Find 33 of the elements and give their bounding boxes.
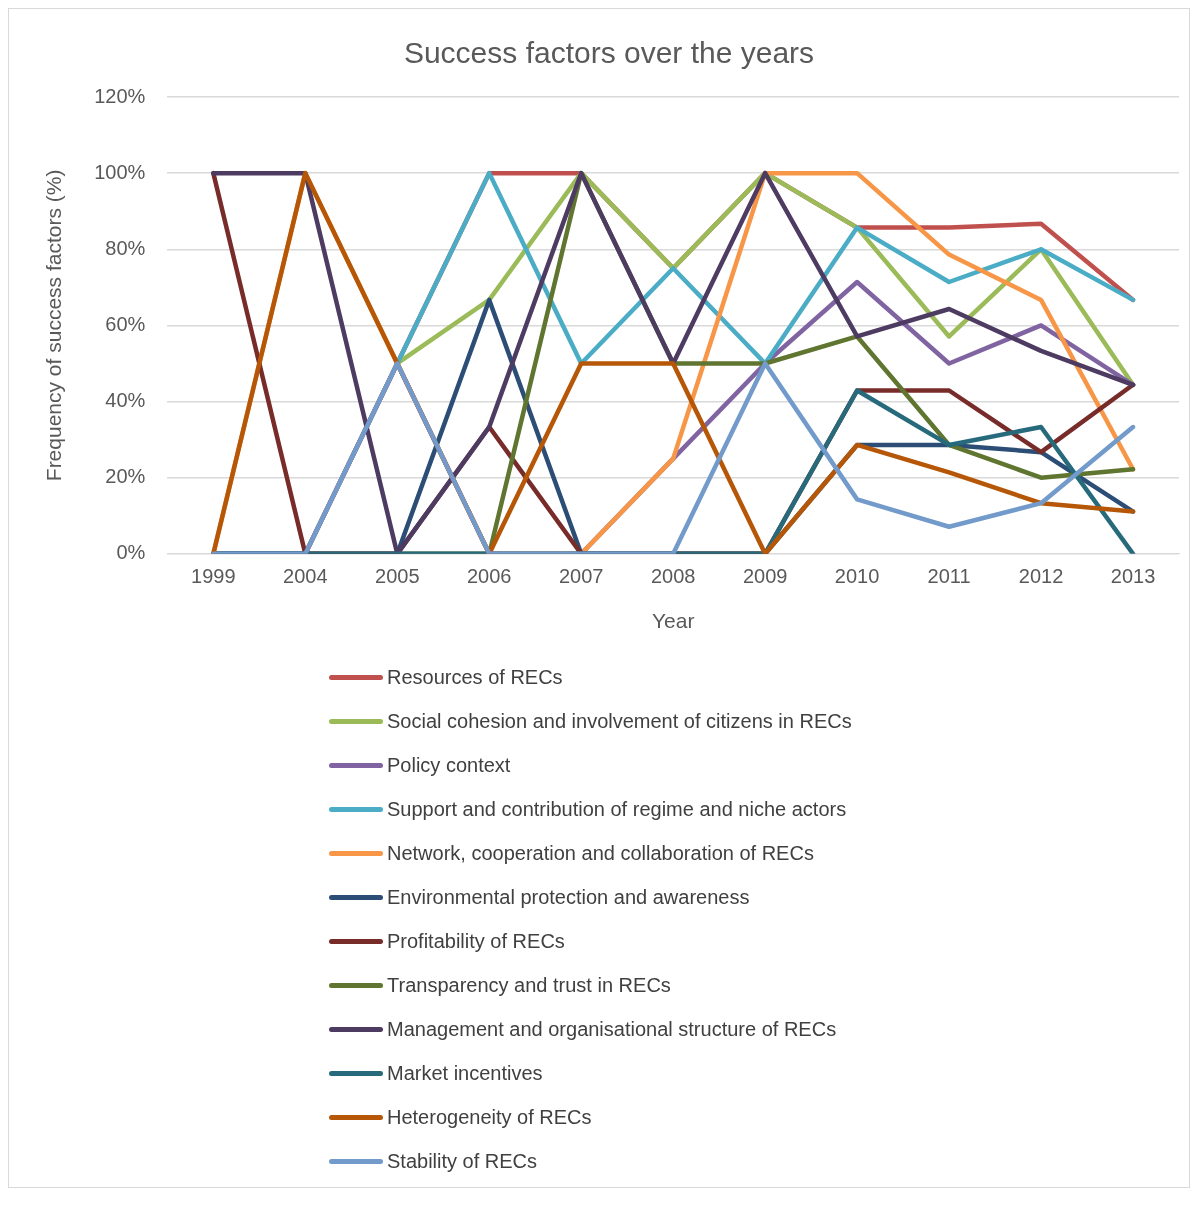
- x-tick-label: 2011: [927, 565, 971, 588]
- x-tick-label: 2009: [742, 565, 788, 588]
- chart-title: Success factors over the years: [403, 36, 815, 70]
- legend-label: Resources of RECs: [387, 665, 563, 689]
- y-axis-title: Frequency of success factors (%): [42, 169, 66, 482]
- legend-label: Heterogeneity of RECs: [387, 1105, 592, 1129]
- legend-label: Policy context: [387, 753, 511, 777]
- y-tick-label: 80%: [105, 236, 146, 259]
- x-tick-label: 2012: [1018, 565, 1064, 588]
- legend-label: Social cohesion and involvement of citizens in RECs: [387, 709, 852, 733]
- x-tick-label: 2010: [834, 565, 880, 588]
- x-tick-label: 2007: [558, 565, 604, 588]
- legend-label: Profitability of RECs: [387, 929, 565, 953]
- x-tick-label: 2005: [375, 565, 420, 588]
- x-tick-label: 2008: [650, 565, 696, 588]
- legend-label: Market incentives: [387, 1061, 543, 1085]
- x-tick-label: 2013: [1110, 565, 1156, 588]
- x-axis-title: Year: [651, 609, 695, 633]
- x-tick-label: 2004: [283, 565, 328, 588]
- y-tick-label: 120%: [94, 84, 146, 107]
- y-tick-label: 0%: [116, 541, 146, 564]
- y-tick-label: 40%: [105, 389, 146, 412]
- x-tick-label: 2006: [466, 565, 512, 588]
- y-tick-label: 20%: [105, 465, 146, 488]
- legend-label: Environmental protection and awareness: [387, 885, 750, 909]
- y-tick-label: 60%: [105, 312, 146, 335]
- legend-label: Support and contribution of regime and niche actors: [387, 797, 847, 821]
- legend-label: Transparency and trust in RECs: [387, 973, 671, 997]
- legend-label: Network, cooperation and collaboration of RECs: [387, 841, 814, 865]
- x-tick-label: 1999: [191, 565, 236, 588]
- y-tick-label: 100%: [94, 160, 146, 183]
- legend-label: Management and organisational structure of RECs: [387, 1017, 837, 1041]
- legend-label: Stability of RECs: [387, 1149, 538, 1173]
